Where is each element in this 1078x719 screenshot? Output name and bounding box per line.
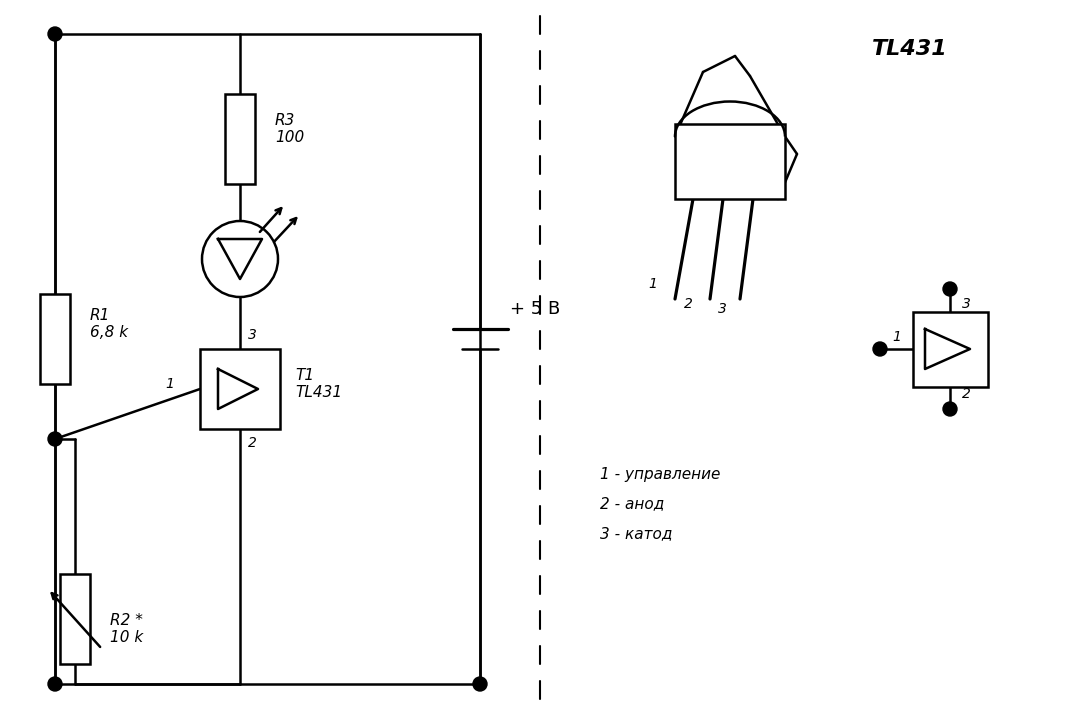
Bar xyxy=(675,124,785,199)
Bar xyxy=(225,94,255,184)
Text: 2: 2 xyxy=(248,436,257,450)
Text: 3: 3 xyxy=(248,328,257,342)
Text: 3: 3 xyxy=(718,302,727,316)
Text: + 5 B: + 5 B xyxy=(510,300,561,318)
Circle shape xyxy=(873,342,887,356)
Text: T1
TL431: T1 TL431 xyxy=(295,368,342,400)
Circle shape xyxy=(49,27,63,41)
Circle shape xyxy=(49,677,63,691)
Text: 1: 1 xyxy=(892,330,901,344)
Circle shape xyxy=(943,282,957,296)
Bar xyxy=(912,311,987,387)
Text: 1: 1 xyxy=(165,377,174,391)
Circle shape xyxy=(49,432,63,446)
Text: 1 - управление: 1 - управление xyxy=(600,467,720,482)
Circle shape xyxy=(202,221,278,297)
Bar xyxy=(40,294,70,384)
Text: 3: 3 xyxy=(962,297,971,311)
Bar xyxy=(201,349,280,429)
Text: 2: 2 xyxy=(962,387,971,401)
Text: 3 - катод: 3 - катод xyxy=(600,526,673,541)
Text: R1
6,8 k: R1 6,8 k xyxy=(89,308,128,340)
Circle shape xyxy=(473,677,487,691)
Text: 1: 1 xyxy=(648,277,657,291)
Text: R3
100: R3 100 xyxy=(275,113,304,145)
Text: TL431: TL431 xyxy=(872,39,948,59)
Text: 2 - анод: 2 - анод xyxy=(600,497,664,511)
Text: 2: 2 xyxy=(685,297,693,311)
Bar xyxy=(60,574,89,664)
Circle shape xyxy=(943,402,957,416)
Text: R2 *
10 k: R2 * 10 k xyxy=(110,613,143,645)
